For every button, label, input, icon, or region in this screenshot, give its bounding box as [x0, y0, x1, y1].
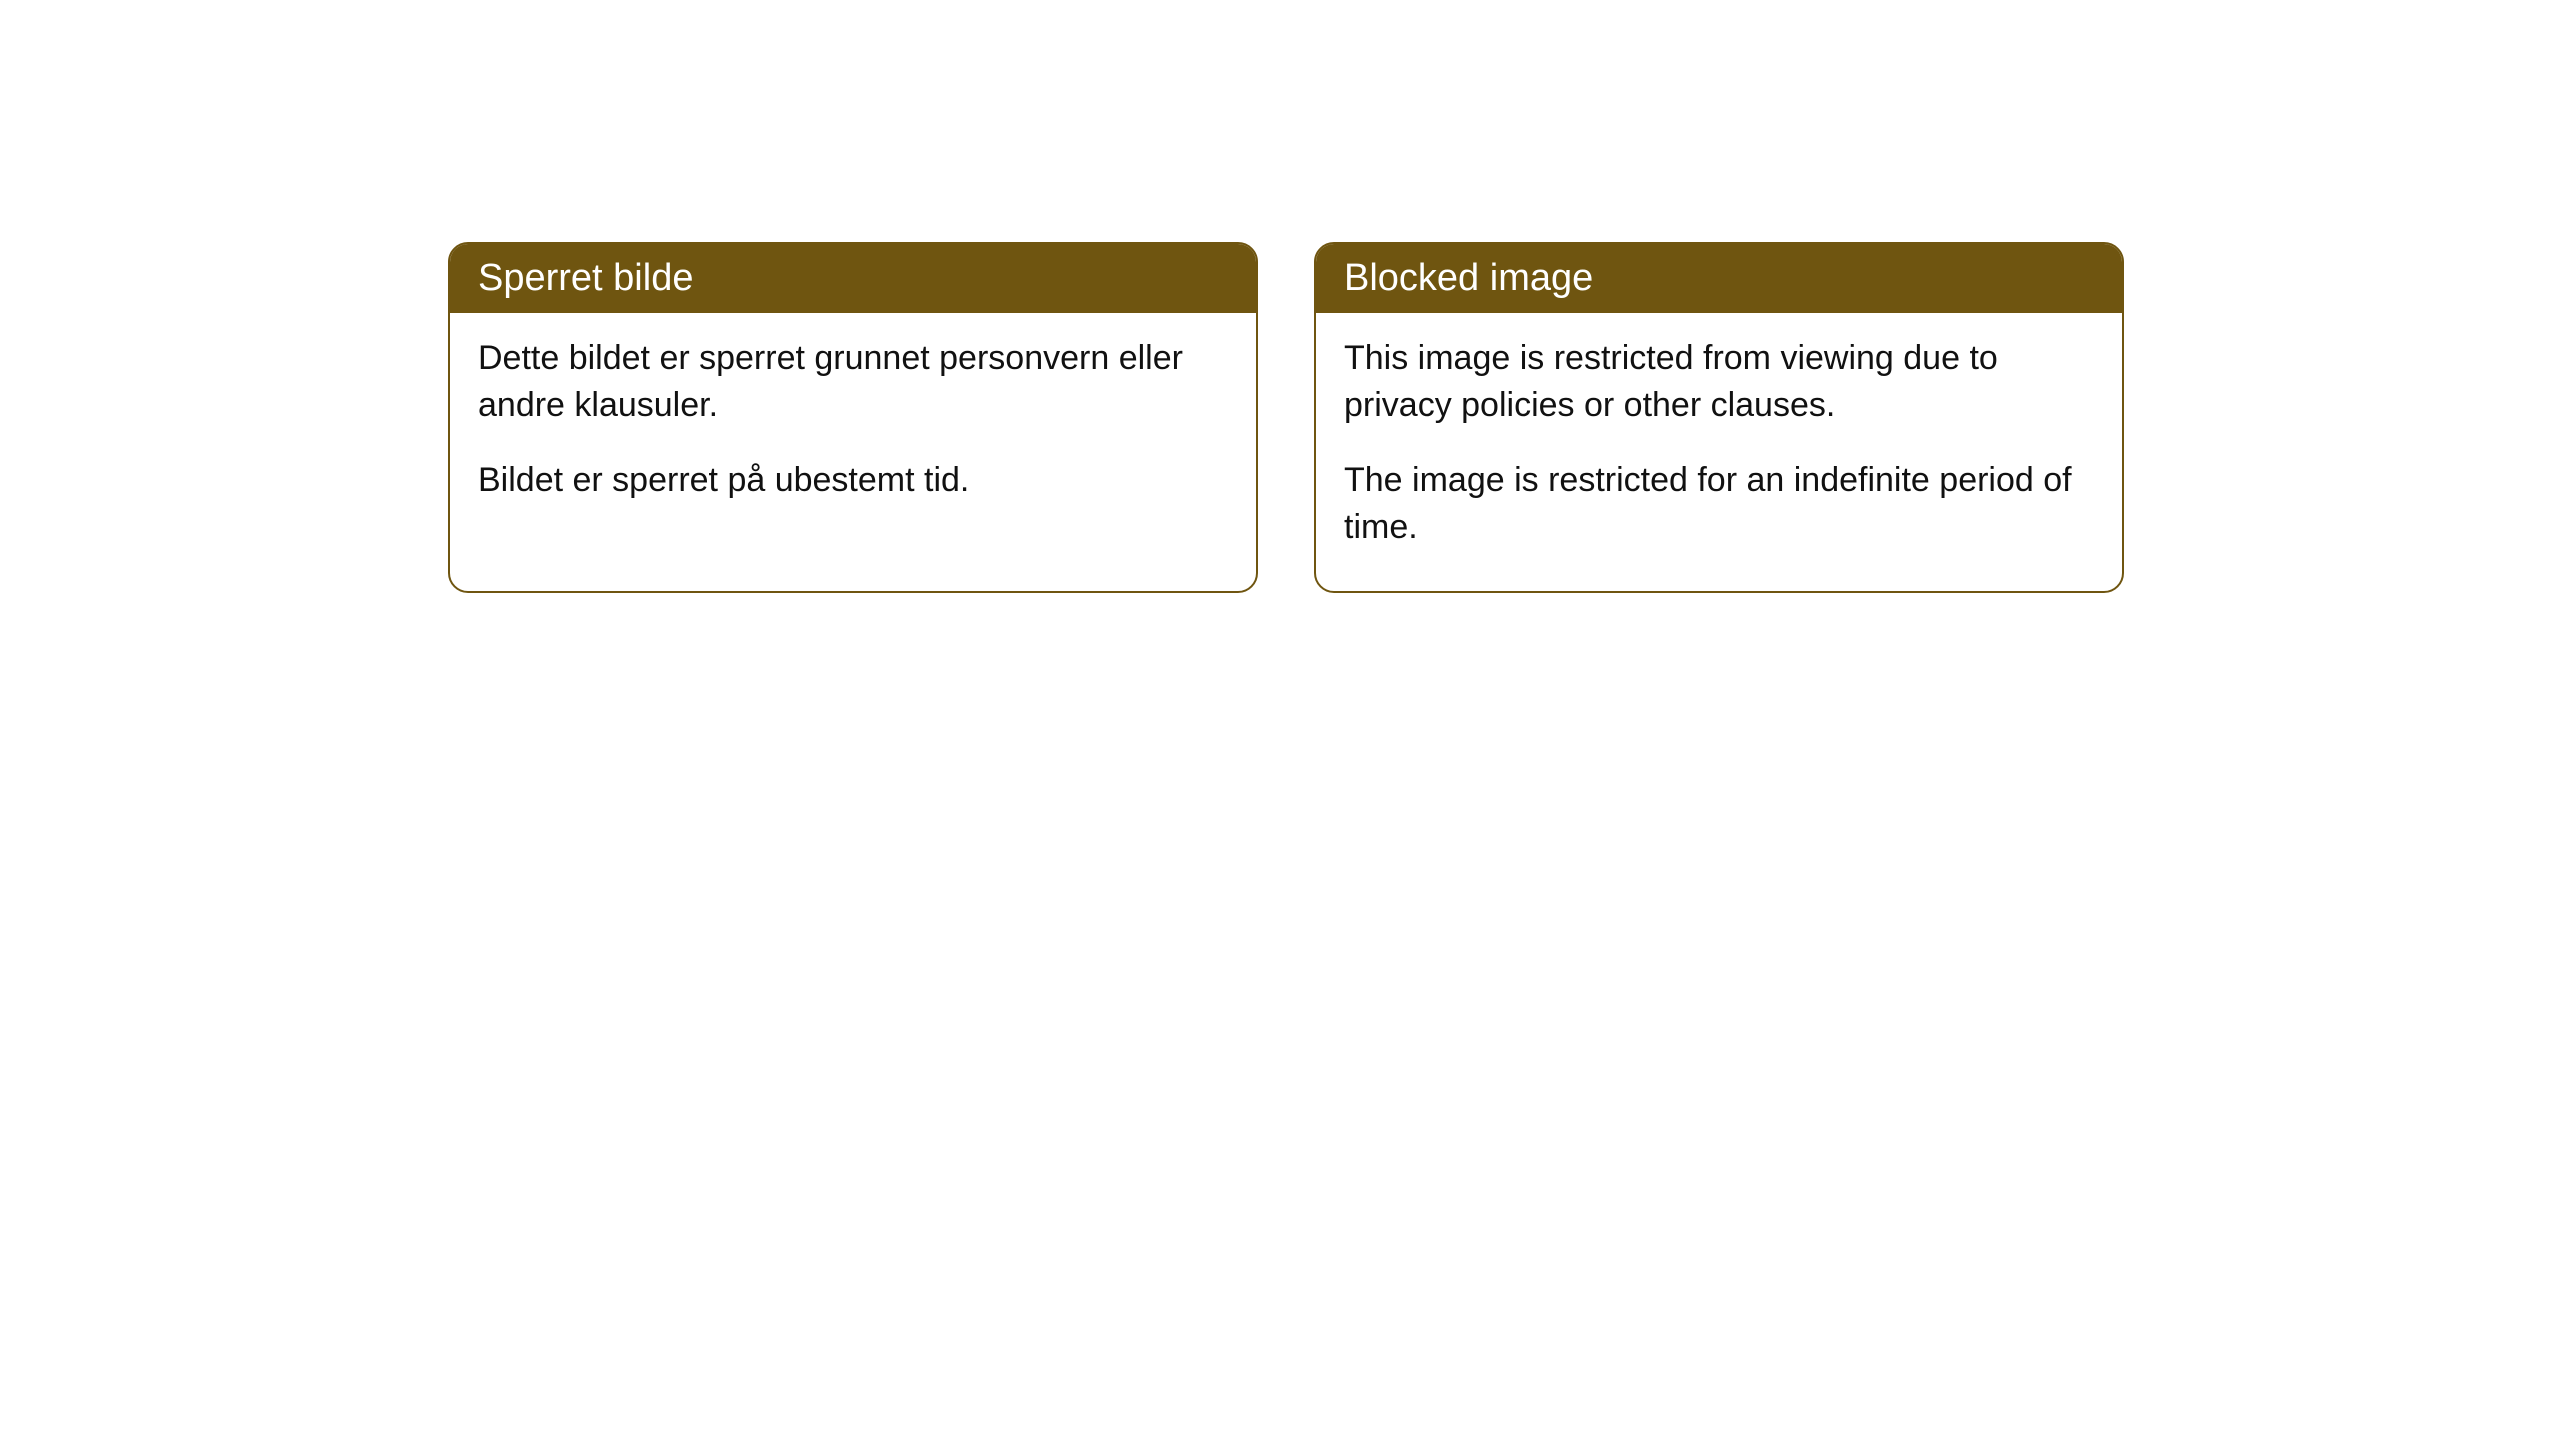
notice-paragraph: Bildet er sperret på ubestemt tid. — [478, 457, 1228, 504]
notice-paragraph: This image is restricted from viewing du… — [1344, 335, 2094, 429]
notice-card-english: Blocked image This image is restricted f… — [1314, 242, 2124, 593]
card-body: This image is restricted from viewing du… — [1316, 313, 2122, 591]
notice-paragraph: Dette bildet er sperret grunnet personve… — [478, 335, 1228, 429]
card-header: Sperret bilde — [450, 244, 1256, 313]
card-header: Blocked image — [1316, 244, 2122, 313]
notice-card-norwegian: Sperret bilde Dette bildet er sperret gr… — [448, 242, 1258, 593]
notice-paragraph: The image is restricted for an indefinit… — [1344, 457, 2094, 551]
notice-container: Sperret bilde Dette bildet er sperret gr… — [0, 0, 2560, 593]
card-body: Dette bildet er sperret grunnet personve… — [450, 313, 1256, 544]
